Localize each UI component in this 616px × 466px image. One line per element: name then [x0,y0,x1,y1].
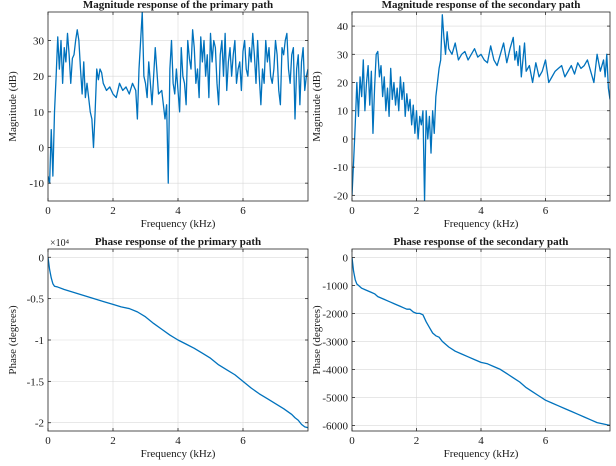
y-tick-label: 10 [337,106,349,118]
x-axis-label: Frequency (kHz) [141,218,216,230]
x-axis-label: Frequency (kHz) [444,218,519,230]
y-tick-label: -4000 [322,364,348,376]
y-tick-label: -10 [29,178,44,190]
y-tick-label: -20 [333,190,348,202]
x-tick-label: 6 [543,435,549,447]
x-tick-label: 0 [349,435,355,447]
chart-title: Magnitude response of the primary path [83,0,273,11]
y-tick-label: 10 [33,107,45,119]
chart-magnitude-secondary: 0 2 4 6 -20 -10 0 10 20 30 40 Magnitude response of… [311,0,611,230]
x-tick-label: 2 [414,435,420,447]
y-tick-label: -1 [35,335,44,347]
y-tick-label: -2000 [322,308,348,320]
y-tick-label: 0 [39,252,45,264]
chart-title: Phase response of the secondary path [394,236,569,248]
x-tick-label: 4 [175,205,181,217]
x-tick-label: 4 [478,205,484,217]
y-tick-label: 30 [337,49,349,61]
x-tick-label: 2 [110,205,116,217]
chart-title: Phase response of the primary path [95,236,261,248]
x-tick-label: 6 [240,205,246,217]
x-tick-label: 4 [478,435,484,447]
x-tick-label: 0 [45,435,51,447]
y-tick-label: 40 [337,21,349,33]
series-line [48,257,308,429]
y-axis-label: Magnitude (dB) [311,71,323,142]
y-tick-label: -2 [35,418,44,430]
y-tick-label: -0.5 [27,294,45,306]
y-tick-label: -10 [333,162,348,174]
y-tick-label: -3000 [322,336,348,348]
y-axis-label: Phase (degrees) [311,305,323,375]
y-tick-label: -1000 [322,280,348,292]
series-line [352,14,610,201]
x-axis-label: Frequency (kHz) [141,448,216,460]
chart-phase-secondary: 0 2 4 6 -6000 -5000 -4000 -3000 -2000 -1000 0 Phase… [311,236,611,460]
chart-phase-primary: 0 2 4 6 -2 -1.5 -1 -0.5 0 Phase response of the p… [7,236,309,460]
series-line [48,12,308,184]
x-tick-label: 2 [110,435,116,447]
y-tick-label: 0 [343,252,349,264]
series-line [352,257,610,427]
y-tick-label: 20 [33,71,45,83]
y-tick-label: 0 [343,134,349,146]
y-tick-label: 30 [33,36,45,48]
y-tick-label: -1.5 [27,376,45,388]
x-tick-label: 2 [414,205,420,217]
chart-magnitude-primary: 0 2 4 6 -10 0 10 20 30 Magnitude response of the … [7,0,309,230]
x-tick-label: 4 [175,435,181,447]
y-tick-label: 20 [337,78,349,90]
x-tick-label: 0 [349,205,355,217]
x-tick-label: 6 [240,435,246,447]
y-axis-label: Magnitude (dB) [7,71,19,142]
y-tick-label: 0 [39,143,45,155]
x-axis-label: Frequency (kHz) [444,448,519,460]
y-tick-label: -6000 [322,420,348,432]
chart-title: Magnitude response of the secondary path [382,0,581,11]
x-tick-label: 6 [543,205,549,217]
y-axis-multiplier: ×10⁴ [50,238,70,249]
y-tick-label: -5000 [322,392,348,404]
x-tick-label: 0 [45,205,51,217]
y-axis-label: Phase (degrees) [7,305,19,375]
